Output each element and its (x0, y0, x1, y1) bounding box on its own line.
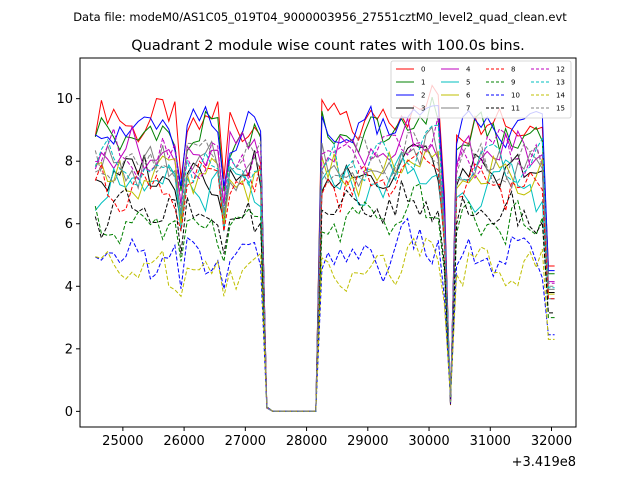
legend-entry-7: 7 (466, 105, 470, 113)
y-tick-label: 6 (65, 217, 73, 232)
series-line-9 (94, 183, 555, 412)
legend-entry-1: 1 (421, 79, 425, 87)
x-tick-label: 31000 (470, 434, 511, 449)
series-line-4 (94, 116, 555, 412)
chart-suptitle: Data file: modeM0/AS1C05_019T04_90000039… (73, 10, 567, 24)
plot-lines (94, 84, 555, 412)
series-line-11 (94, 180, 555, 412)
x-tick-label: 28000 (286, 434, 327, 449)
series-line-5 (94, 150, 555, 412)
x-tick-label: 25000 (102, 434, 143, 449)
y-tick-label: 0 (65, 405, 73, 420)
legend-entry-0: 0 (421, 66, 425, 74)
series-line-12 (95, 115, 555, 412)
legend-entry-14: 14 (556, 92, 565, 100)
legend-entry-6: 6 (466, 92, 471, 100)
legend-entry-4: 4 (466, 66, 471, 74)
series-line-3 (95, 143, 555, 412)
y-tick-label: 2 (65, 342, 73, 357)
legend-entry-13: 13 (556, 79, 565, 87)
legend-entry-11: 11 (511, 105, 520, 113)
series-line-8 (94, 150, 555, 412)
legend-entry-2: 2 (421, 92, 425, 100)
legend-box (390, 60, 572, 119)
legend-entry-12: 12 (556, 66, 565, 74)
legend-entry-3: 3 (421, 105, 425, 113)
series-line-13 (94, 124, 555, 412)
series-line-2 (95, 104, 555, 412)
x-axis: 25000 26000 27000 28000 29000 30000 31000 32000 (102, 427, 572, 449)
legend-entry-9: 9 (511, 79, 515, 87)
legend-entry-8: 8 (511, 66, 515, 74)
legend-entry-15: 15 (556, 105, 565, 113)
x-offset-label: +3.419e8 (512, 455, 576, 470)
series-line-0 (94, 84, 555, 412)
y-axis: 0 2 4 6 8 10 (56, 92, 80, 420)
series-line-7 (95, 126, 555, 412)
x-tick-label: 32000 (531, 434, 572, 449)
y-tick-label: 10 (56, 92, 73, 107)
plot-frame (79, 57, 577, 428)
x-tick-label: 29000 (347, 434, 388, 449)
x-tick-label: 26000 (163, 434, 204, 449)
x-tick-label: 27000 (225, 434, 266, 449)
legend-entry-10: 10 (511, 92, 520, 100)
y-tick-label: 4 (65, 280, 73, 295)
series-line-15 (94, 131, 555, 412)
series-line-6 (95, 148, 555, 412)
x-tick-label: 30000 (408, 434, 449, 449)
chart-title: Quadrant 2 module wise count rates with … (131, 38, 525, 54)
series-line-10 (95, 217, 555, 412)
y-tick-label: 8 (65, 155, 73, 170)
legend-entry-5: 5 (466, 79, 470, 87)
series-line-14 (95, 237, 555, 412)
